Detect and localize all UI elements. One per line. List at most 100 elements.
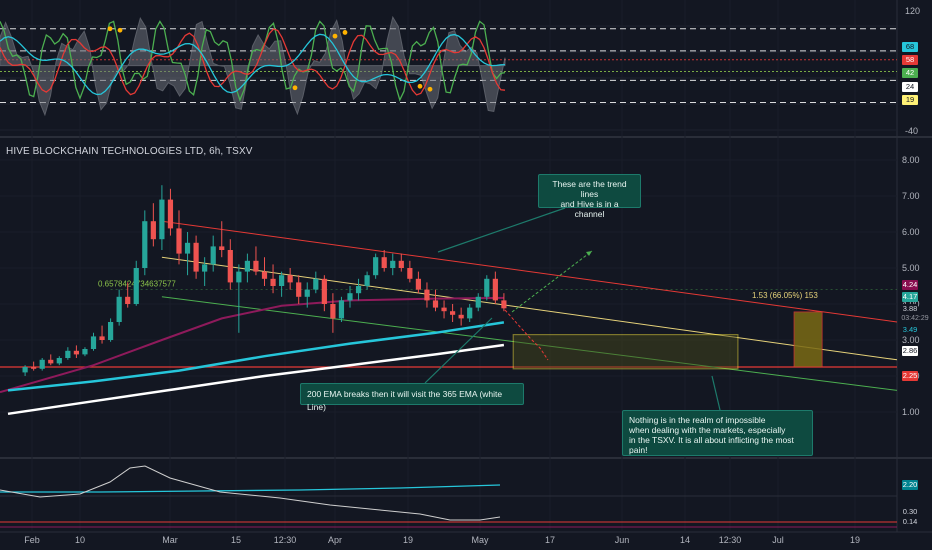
note-trend-lines: These are the trend lines and Hive is in…	[538, 174, 641, 219]
rsi-signal-dot	[107, 26, 113, 32]
candle-body	[159, 199, 165, 240]
rsi-value-tag: 58	[902, 55, 918, 65]
candle-body	[338, 300, 345, 319]
candle-body	[321, 278, 327, 304]
price-tick-label: 1.00	[902, 407, 920, 417]
time-axis-label: Feb	[24, 535, 40, 545]
rsi-line	[0, 28, 506, 96]
candle-body	[236, 271, 242, 283]
candle-body	[373, 257, 379, 276]
candle-body	[458, 314, 464, 319]
target-zone-box	[512, 334, 739, 370]
price-tick-label: 8.00	[902, 155, 920, 165]
candle-body	[193, 242, 199, 272]
price-value-tag: 3.49	[902, 325, 918, 335]
macd-value-tag: 0.30	[902, 507, 918, 517]
time-axis-label: 12:30	[719, 535, 742, 545]
time-axis-label: 17	[545, 535, 555, 545]
candle-body	[261, 271, 268, 279]
rsi-line	[0, 20, 506, 102]
projection-arrowhead	[586, 251, 592, 256]
candle-body	[304, 289, 310, 297]
candle-body	[99, 336, 105, 340]
time-axis-label: Jun	[615, 535, 630, 545]
projection-bar	[793, 311, 823, 368]
candle-body	[176, 228, 182, 254]
candle-body	[167, 199, 174, 229]
price-value-tag: 2.86	[902, 346, 918, 356]
candle-body	[39, 359, 45, 369]
candle-body	[202, 264, 208, 272]
candle-body	[22, 367, 28, 373]
candle-body	[219, 246, 225, 250]
candle-body	[65, 350, 71, 358]
macd-value-tag: 2.20	[902, 480, 918, 490]
rsi-tick-label: 120	[905, 6, 920, 16]
candle-body	[424, 289, 430, 301]
candle-body	[210, 246, 216, 265]
candle-body	[330, 304, 336, 319]
candle-body	[142, 221, 148, 268]
ema-365-line	[7, 343, 505, 416]
price-tick-label: 5.00	[902, 263, 920, 273]
rsi-signal-dot	[342, 30, 348, 35]
projection-label: 1.53 (66.05%) 153	[752, 291, 818, 300]
candle-body	[287, 275, 293, 283]
candle-body	[450, 311, 456, 315]
candle-body	[398, 260, 404, 268]
trend-line	[161, 256, 898, 361]
rsi-value-tag: 24	[902, 82, 918, 92]
candle-body	[244, 260, 250, 272]
note-ema-break: 200 EMA breaks then it will visit the 36…	[300, 383, 524, 412]
rsi-signal-dot	[417, 83, 423, 89]
note-pointer	[711, 375, 721, 411]
candle-body	[313, 278, 319, 290]
time-axis-label: 15	[231, 535, 241, 545]
note-pointer	[424, 317, 493, 384]
macd-value-tag: 0.14	[902, 517, 918, 527]
candle-body	[31, 367, 37, 369]
rsi-histogram-area	[0, 15, 506, 117]
candle-body	[467, 307, 473, 319]
projection-arrow	[511, 250, 593, 313]
time-axis-label: 10	[75, 535, 85, 545]
time-axis-label: Mar	[162, 535, 178, 545]
macd-signal-line	[0, 484, 501, 493]
price-value-tag: 4.17	[902, 292, 918, 302]
candle-body	[279, 275, 285, 286]
candle-body	[133, 268, 139, 304]
price-value-tag: 03:42:29	[900, 314, 930, 324]
trend-line	[161, 220, 898, 323]
candle-body	[492, 278, 498, 301]
rsi-signal-dot	[427, 86, 433, 92]
time-axis-label: 12:30	[274, 535, 297, 545]
note-impossible: Nothing is in the realm of impossible wh…	[622, 410, 813, 456]
candle-body	[82, 349, 88, 355]
time-axis-label: 19	[403, 535, 413, 545]
ema-purple-line	[0, 296, 504, 394]
rsi-value-tag: 19	[902, 95, 918, 105]
candle-body	[432, 300, 439, 308]
price-tick-label: 7.00	[902, 191, 920, 201]
time-axis-label: May	[471, 535, 489, 545]
candle-body	[116, 296, 122, 322]
rsi-value-tag: 68	[902, 42, 918, 52]
rsi-signal-dot	[332, 33, 338, 39]
candle-body	[227, 250, 233, 283]
rsi-value-tag: 42	[902, 68, 918, 78]
candle-body	[253, 260, 259, 272]
candle-body	[150, 221, 156, 240]
candle-body	[381, 257, 387, 268]
price-value-tag: 3.88	[902, 304, 918, 314]
candle-body	[347, 293, 353, 301]
trend-line	[161, 296, 898, 391]
candle-body	[407, 268, 413, 279]
chart-title: HIVE BLOCKCHAIN TECHNOLOGIES LTD, 6h, TS…	[6, 146, 253, 157]
candle-body	[475, 296, 481, 308]
candle-body	[355, 286, 362, 294]
candle-body	[108, 322, 114, 340]
candle-body	[364, 275, 370, 286]
price-tick-label: 3.00	[902, 335, 920, 345]
